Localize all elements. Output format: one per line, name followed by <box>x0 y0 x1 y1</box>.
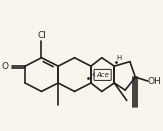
Text: Ace: Ace <box>96 72 109 78</box>
Text: H: H <box>89 72 94 78</box>
Text: H: H <box>117 55 122 61</box>
Text: O: O <box>1 62 8 71</box>
Text: Cl: Cl <box>37 31 46 40</box>
FancyBboxPatch shape <box>94 69 111 80</box>
Text: OH: OH <box>148 77 162 86</box>
